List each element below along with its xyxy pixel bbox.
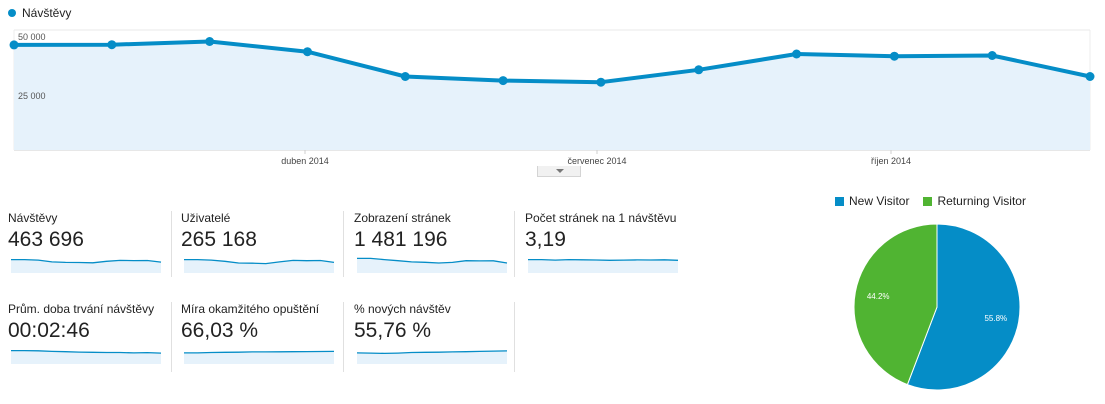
data-point[interactable]	[400, 72, 410, 81]
data-point[interactable]	[1085, 72, 1095, 81]
metric-tile[interactable]: Zobrazení stránek 1 481 196	[354, 211, 519, 277]
metric-sparkline	[11, 349, 162, 364]
x-tick-label: červenec 2014	[567, 156, 626, 166]
sparkline-line	[356, 350, 508, 355]
y-tick-label: 50 000	[18, 32, 46, 42]
sparkline-line	[357, 257, 508, 264]
data-point[interactable]	[889, 51, 899, 61]
metric-tile[interactable]: Prům. doba trvání návštěvy 00:02:46	[8, 302, 173, 368]
metric-label: Počet stránek na 1 návštěvu	[525, 211, 677, 225]
data-point[interactable]	[107, 40, 117, 50]
metric-label: Míra okamžitého opuštění	[181, 302, 320, 316]
metric-tile[interactable]: Míra okamžitého opuštění 66,03 %	[181, 302, 346, 368]
metric-separator	[514, 211, 515, 277]
sparkline-area	[11, 350, 161, 364]
legend-new-visitor[interactable]: New Visitor	[835, 194, 909, 208]
metric-separator	[514, 302, 515, 372]
pie-slice-label: 44.2%	[867, 292, 890, 301]
data-point[interactable]	[302, 47, 312, 57]
metric-sparkline	[11, 258, 162, 273]
data-point[interactable]	[9, 40, 19, 50]
legend-dot-icon	[8, 9, 16, 17]
sparkline-area	[184, 259, 334, 273]
data-point[interactable]	[987, 51, 997, 60]
metric-label: Uživatelé	[181, 211, 231, 225]
sparkline-line	[184, 258, 335, 265]
metric-label: Návštěvy	[8, 211, 58, 225]
metric-separator	[343, 302, 344, 372]
metric-tile[interactable]: % nových návštěv 55,76 %	[354, 302, 519, 368]
data-point[interactable]	[205, 37, 215, 46]
metric-separator	[171, 211, 172, 277]
legend-label: Návštěvy	[22, 6, 72, 20]
sparkline-line	[11, 349, 162, 354]
legend-returning-visitor[interactable]: Returning Visitor	[923, 194, 1026, 208]
sparkline-area	[528, 259, 678, 273]
metric-value: 463 696	[8, 228, 84, 251]
metric-sparkline	[184, 350, 335, 364]
metric-tile[interactable]: Uživatelé 265 168	[181, 211, 346, 277]
metric-value: 265 168	[181, 228, 257, 251]
sparkline-area	[184, 351, 334, 364]
metric-tile[interactable]: Počet stránek na 1 návštěvu 3,19	[525, 211, 690, 277]
legend-square-icon	[835, 196, 844, 206]
metric-value: 55,76 %	[354, 319, 432, 342]
sparkline-area	[11, 259, 161, 273]
legend-new-visitor-label: New Visitor	[849, 194, 910, 208]
data-point[interactable]	[694, 65, 704, 75]
data-point[interactable]	[596, 77, 606, 87]
chevron-down-icon	[556, 169, 564, 173]
data-point[interactable]	[792, 49, 802, 59]
sparkline-area	[357, 350, 507, 364]
sparkline-area	[357, 258, 507, 273]
metric-sparkline	[357, 257, 508, 273]
x-tick-label: říjen 2014	[871, 156, 911, 166]
pie-slice-label: 55.8%	[984, 314, 1007, 323]
metric-value: 3,19	[525, 228, 566, 251]
metric-tile[interactable]: Návštěvy 463 696	[8, 211, 173, 277]
line-legend[interactable]: Návštěvy	[8, 6, 71, 20]
metric-value: 66,03 %	[181, 319, 259, 342]
legend-square-icon	[923, 196, 933, 206]
visits-line	[13, 39, 1091, 85]
metric-label: Prům. doba trvání návštěvy	[8, 302, 155, 316]
metric-separator	[343, 211, 344, 277]
x-tick-label: duben 2014	[281, 156, 329, 166]
y-tick-label: 25 000	[18, 91, 46, 101]
metric-value: 00:02:46	[8, 319, 90, 342]
metric-sparkline	[356, 350, 508, 364]
sparkline-line	[184, 350, 335, 354]
pie-legend: New Visitor Returning Visitor	[835, 194, 1026, 208]
sparkline-line	[11, 258, 162, 264]
metric-label: % nových návštěv	[354, 302, 451, 316]
collapse-chart-button[interactable]	[537, 166, 581, 177]
visits-line-chart: 50 000 25 000 duben 2014 červenec 2014 říje…	[9, 29, 1095, 166]
metric-sparkline	[184, 258, 335, 273]
metric-separator	[171, 302, 172, 372]
sparkline-line	[528, 258, 679, 261]
visitor-type-pie-chart: 55.8% 44.2%	[853, 223, 1021, 391]
metric-sparkline	[528, 258, 679, 273]
visits-area	[14, 41, 1090, 150]
data-point[interactable]	[498, 76, 508, 86]
metric-value: 1 481 196	[354, 228, 448, 251]
metric-label: Zobrazení stránek	[354, 211, 451, 225]
pie-slice-returning-visitor[interactable]	[853, 223, 938, 386]
legend-returning-visitor-label: Returning Visitor	[937, 194, 1026, 208]
pie-slice-new-visitor[interactable]	[906, 223, 1021, 391]
